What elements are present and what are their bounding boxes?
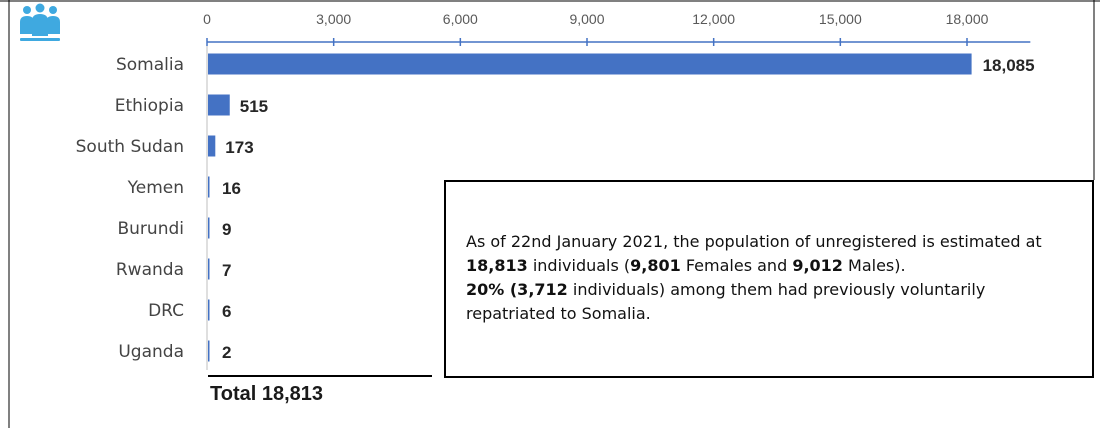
x-axis: 0 3,000 6,000 9,000 12,000 15,000 18,000 (203, 11, 1031, 370)
x-tick-label: 3,000 (316, 11, 351, 27)
bar (208, 217, 210, 239)
data-label: 515 (240, 97, 268, 116)
x-tick-label: 6,000 (443, 11, 478, 27)
note-bold-percent: 20% (3,712 (466, 280, 568, 299)
bars (208, 53, 972, 362)
data-label: 9 (222, 220, 231, 239)
x-tick-label: 18,000 (946, 11, 989, 27)
x-tick-label: 9,000 (569, 11, 604, 27)
bar (208, 53, 972, 75)
value-labels: 18,085 515 173 16 9 7 6 2 (222, 56, 1035, 362)
x-tick-label: 15,000 (819, 11, 862, 27)
category-label: Yemen (127, 178, 184, 198)
bar (208, 258, 210, 280)
category-label: Rwanda (116, 260, 184, 280)
data-label: 6 (222, 302, 231, 321)
category-label: Burundi (118, 219, 185, 239)
data-label: 173 (225, 138, 253, 157)
note-text: individuals) among them had previously v… (466, 280, 986, 323)
note-box: As of 22nd January 2021, the population … (444, 180, 1094, 378)
data-label: 2 (222, 343, 231, 362)
category-label: South Sudan (76, 137, 184, 157)
data-label: 18,085 (983, 56, 1035, 75)
note-text: As of 22nd January 2021, the population … (466, 232, 1042, 251)
x-tick-label: 0 (203, 11, 211, 27)
people-icon (20, 3, 60, 41)
note-text: Females and (680, 256, 793, 275)
category-label: Somalia (116, 55, 184, 75)
note-bold-males: 9,012 (792, 256, 843, 275)
category-label: Uganda (118, 342, 184, 362)
total-label: Total 18,813 (210, 383, 324, 405)
bar (208, 135, 216, 157)
note-paragraph-2: 20% (3,712 individuals) among them had p… (466, 278, 1078, 326)
category-labels: Somalia Ethiopia South Sudan Yemen Burundi Rw… (76, 55, 184, 362)
note-text: Males). (842, 256, 906, 275)
bar (208, 340, 210, 362)
bar (208, 94, 230, 116)
note-text: individuals ( (527, 256, 631, 275)
bar (208, 299, 210, 321)
note-bold-total: 18,813 (466, 256, 528, 275)
category-label: Ethiopia (115, 96, 184, 116)
note-paragraph-1: As of 22nd January 2021, the population … (466, 230, 1078, 278)
data-label: 16 (222, 179, 241, 198)
note-bold-females: 9,801 (630, 256, 681, 275)
bar (208, 176, 210, 198)
x-tick-label: 12,000 (692, 11, 735, 27)
data-label: 7 (222, 261, 231, 280)
category-label: DRC (148, 301, 184, 321)
